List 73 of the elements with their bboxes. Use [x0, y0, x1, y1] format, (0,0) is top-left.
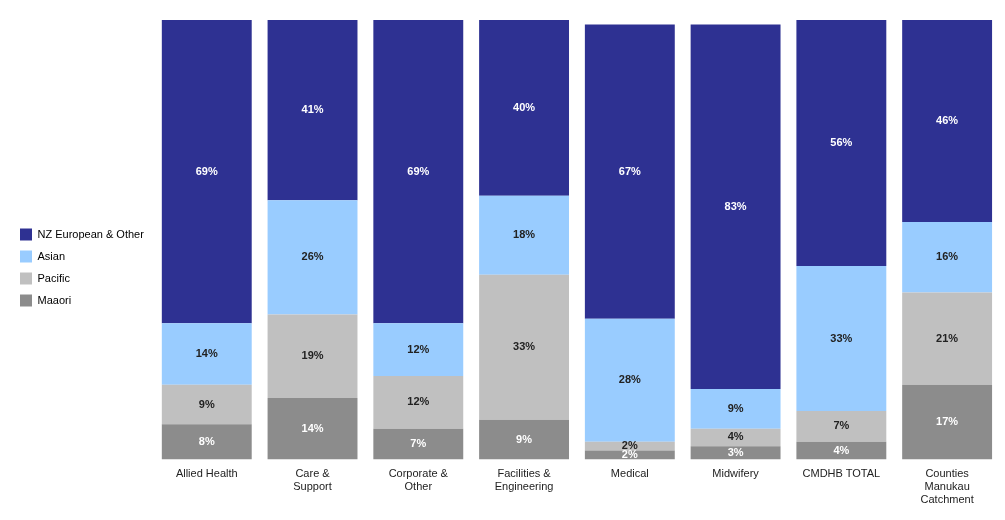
bar [161, 20, 252, 324]
data-label: 4% [727, 430, 744, 443]
data-label: 28% [618, 373, 642, 386]
x-tick-label: Facilities & Engineering [494, 467, 554, 493]
bar [373, 323, 464, 376]
legend-label: Asian [37, 249, 66, 262]
legend-label: Maaori [37, 293, 72, 306]
bar [161, 424, 252, 460]
bar [479, 195, 570, 275]
data-label: 18% [513, 228, 536, 241]
data-label: 9% [727, 401, 744, 414]
data-label: 14% [195, 346, 218, 359]
data-label: 9% [198, 397, 215, 410]
data-label: 4% [833, 443, 850, 456]
data-label: 8% [198, 434, 215, 447]
bar [584, 318, 675, 442]
bar [796, 411, 887, 442]
data-label: 16% [936, 250, 959, 263]
x-tick-label: CMDHB TOTAL [802, 467, 881, 480]
bar [902, 292, 993, 385]
bar [796, 20, 887, 267]
x-tick-label: Medical [610, 467, 649, 480]
bar [479, 20, 570, 196]
data-label: 7% [410, 437, 427, 450]
bar [161, 384, 252, 425]
data-label: 17% [936, 415, 959, 428]
legend-label: NZ European & Other [37, 227, 145, 240]
data-label: 12% [407, 342, 430, 355]
bar [584, 441, 675, 451]
data-label: 41% [301, 103, 324, 116]
bar [267, 20, 358, 201]
bar [373, 375, 464, 429]
bar [479, 274, 570, 420]
data-label: 9% [516, 432, 533, 445]
data-label: 26% [301, 250, 324, 263]
bar [796, 266, 887, 412]
data-label: 69% [195, 164, 218, 177]
data-label: 19% [301, 349, 324, 362]
x-tick-label: Care & Support [293, 467, 332, 493]
legend-label: Pacific [37, 271, 71, 284]
data-label: 69% [407, 164, 430, 177]
bar [796, 441, 887, 460]
bar [902, 222, 993, 293]
bar [479, 419, 570, 460]
bar [690, 428, 781, 447]
bar [690, 24, 781, 390]
data-label: 3% [727, 445, 744, 458]
data-label: 33% [830, 331, 853, 344]
bar [690, 446, 781, 460]
bar [373, 20, 464, 324]
data-label: 46% [936, 114, 959, 127]
bar [161, 323, 252, 385]
data-label: 67% [618, 164, 642, 177]
x-tick-label: Counties Manukau Catchment [920, 467, 974, 506]
x-tick-label: Midwifery [712, 467, 760, 480]
bar [690, 389, 781, 429]
bar [902, 20, 993, 223]
data-label: 33% [513, 340, 536, 353]
x-tick-label: Allied Health [175, 467, 238, 480]
bar [267, 200, 358, 315]
data-label: 7% [833, 419, 850, 432]
bar [267, 314, 358, 398]
data-label: 56% [830, 136, 853, 149]
data-label: 83% [724, 199, 747, 212]
bar [584, 24, 675, 319]
data-label: 12% [407, 395, 430, 408]
data-label: 14% [301, 421, 324, 434]
x-tick-label: Corporate & Other [388, 467, 449, 493]
data-label: 40% [513, 100, 536, 113]
bar [267, 397, 358, 460]
bar [902, 384, 993, 460]
data-label: 21% [936, 331, 959, 344]
bar [373, 428, 464, 460]
